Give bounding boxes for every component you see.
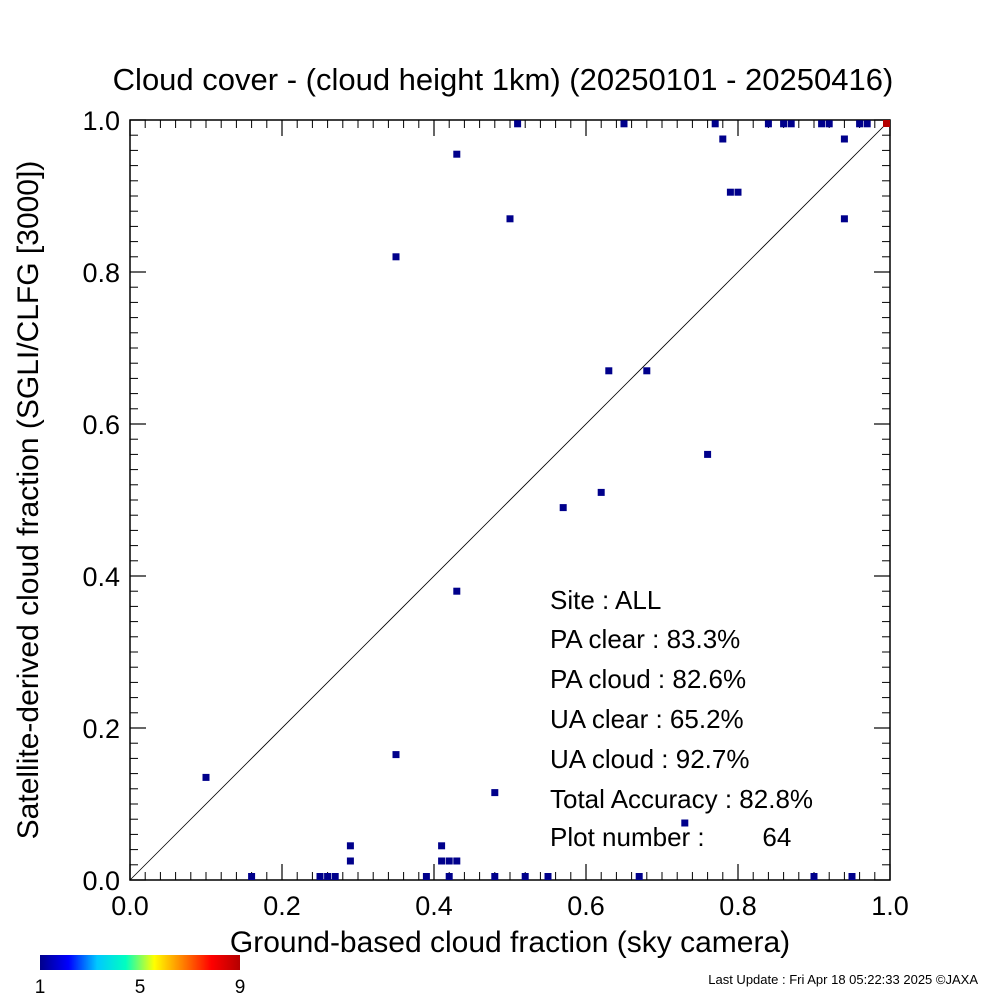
data-point bbox=[818, 120, 826, 128]
x-tick-label: 0.2 bbox=[263, 891, 301, 921]
colorbar-tick-label: 9 bbox=[235, 977, 246, 998]
data-point bbox=[392, 751, 400, 759]
colorbar-tick-label: 1 bbox=[35, 977, 46, 998]
data-point bbox=[883, 120, 890, 127]
data-point bbox=[734, 188, 742, 196]
data-point bbox=[726, 188, 734, 196]
y-tick-label: 0.8 bbox=[82, 258, 120, 288]
data-point bbox=[491, 873, 499, 880]
plot-area bbox=[129, 119, 891, 881]
colorbar-gradient bbox=[40, 955, 240, 970]
data-point bbox=[597, 488, 605, 496]
stat-ua-cloud: UA cloud : 92.7% bbox=[550, 744, 749, 774]
data-point bbox=[635, 873, 643, 880]
x-axis-label: Ground-based cloud fraction (sky camera) bbox=[230, 926, 790, 959]
data-point bbox=[825, 120, 833, 128]
data-point bbox=[704, 450, 712, 458]
data-point bbox=[711, 120, 719, 128]
y-tick-label: 0.6 bbox=[82, 410, 120, 440]
y-tick-label: 0.4 bbox=[82, 562, 120, 592]
stats-panel: Site : ALL PA clear : 83.3% PA cloud : 8… bbox=[550, 585, 813, 852]
last-update-text: Last Update : Fri Apr 18 05:22:33 2025 ©… bbox=[708, 972, 978, 987]
x-tick-label: 0.6 bbox=[567, 891, 605, 921]
data-point bbox=[620, 120, 628, 128]
y-tick-label: 0.0 bbox=[82, 866, 120, 896]
data-point bbox=[346, 857, 354, 865]
data-point bbox=[506, 215, 514, 223]
data-point bbox=[514, 120, 522, 128]
data-point bbox=[392, 253, 400, 261]
data-point bbox=[248, 873, 256, 880]
x-tick-label: 1.0 bbox=[871, 891, 909, 921]
colorbar-tick-label: 5 bbox=[135, 977, 146, 998]
stat-pa-cloud: PA cloud : 82.6% bbox=[550, 664, 746, 694]
x-tick-label: 0.0 bbox=[111, 891, 149, 921]
data-point bbox=[324, 873, 332, 880]
data-point bbox=[438, 842, 446, 850]
data-point bbox=[719, 135, 727, 143]
data-point bbox=[544, 873, 552, 880]
data-point bbox=[521, 873, 529, 880]
data-point bbox=[438, 857, 446, 865]
data-point bbox=[453, 150, 461, 158]
data-point bbox=[764, 120, 772, 128]
data-point bbox=[840, 135, 848, 143]
data-point bbox=[422, 873, 430, 880]
minor-ticks bbox=[130, 120, 890, 880]
data-point bbox=[453, 857, 461, 865]
data-point bbox=[787, 120, 795, 128]
y-tick-label: 0.2 bbox=[82, 714, 120, 744]
data-points bbox=[202, 120, 890, 880]
x-tick-labels: 0.0 0.2 0.4 0.6 0.8 1.0 bbox=[111, 891, 909, 921]
stat-ua-clear: UA clear : 65.2% bbox=[550, 704, 744, 734]
data-point bbox=[445, 857, 453, 865]
colorbar: 1 5 9 bbox=[35, 955, 246, 998]
stat-site: Site : ALL bbox=[550, 585, 661, 615]
x-tick-label: 0.8 bbox=[719, 891, 757, 921]
one-to-one-line bbox=[129, 119, 891, 881]
y-tick-labels: 0.0 0.2 0.4 0.6 0.8 1.0 bbox=[82, 106, 120, 896]
data-point bbox=[810, 873, 818, 880]
data-point bbox=[453, 587, 461, 595]
data-point bbox=[559, 504, 567, 512]
y-axis-label: Satellite-derived cloud fraction (SGLI/C… bbox=[12, 161, 45, 840]
data-point bbox=[491, 789, 499, 797]
stat-pa-clear: PA clear : 83.3% bbox=[550, 624, 740, 654]
x-tick-label: 0.4 bbox=[415, 891, 453, 921]
data-point bbox=[780, 120, 788, 128]
data-point bbox=[856, 120, 864, 128]
data-point bbox=[346, 842, 354, 850]
data-point bbox=[848, 873, 856, 880]
data-point bbox=[863, 120, 871, 128]
y-tick-label: 1.0 bbox=[82, 106, 120, 136]
data-point bbox=[445, 873, 453, 880]
major-ticks bbox=[129, 119, 891, 881]
stat-total-accuracy: Total Accuracy : 82.8% bbox=[550, 784, 813, 814]
data-point bbox=[643, 367, 651, 375]
chart-title: Cloud cover - (cloud height 1km) (202501… bbox=[113, 62, 894, 97]
data-point bbox=[840, 215, 848, 223]
stat-plot-number: Plot number : 64 bbox=[550, 822, 791, 852]
data-point bbox=[331, 873, 339, 880]
data-point bbox=[681, 819, 689, 827]
data-point bbox=[316, 873, 324, 880]
colorbar-labels: 1 5 9 bbox=[35, 977, 246, 998]
data-point bbox=[202, 773, 210, 781]
data-point bbox=[605, 367, 613, 375]
